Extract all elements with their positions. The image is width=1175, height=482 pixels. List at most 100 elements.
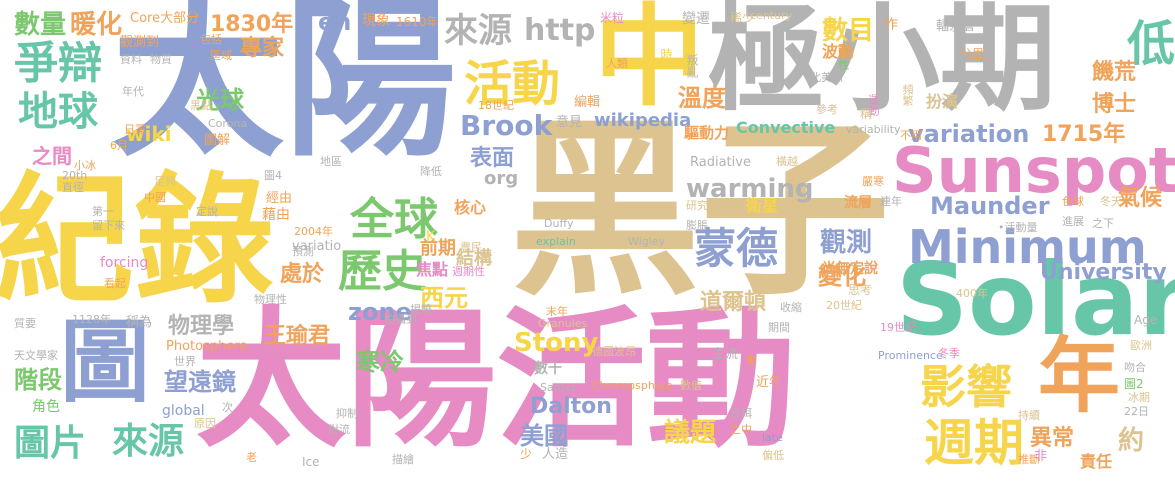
word-cloud-term: Radiative [690, 155, 751, 170]
word-cloud-term: 20世紀 [826, 299, 862, 312]
word-cloud-term: 美國 [520, 422, 568, 450]
word-cloud-term: 圖 [60, 310, 150, 415]
word-cloud-term: 扮演 [926, 92, 959, 111]
word-cloud-term: 定說 [196, 205, 218, 218]
word-cloud-term: 來源 [112, 421, 185, 462]
word-cloud-term: 近年 [756, 375, 783, 390]
word-cloud-term: 議題 [664, 418, 717, 448]
word-cloud-term: 叛亂 [685, 54, 699, 78]
word-cloud-term: Duffy [544, 217, 574, 230]
word-cloud-term: 異常 [1030, 426, 1075, 451]
word-cloud-term: 明朝 [720, 201, 742, 214]
word-cloud-term: 物理學 [168, 314, 235, 339]
word-cloud-term: 吻合 [1124, 361, 1146, 374]
word-cloud-term: 公里 [960, 47, 985, 61]
word-cloud-term: 人造 [542, 447, 569, 462]
word-cloud-term: 望遠鏡 [164, 368, 236, 396]
word-cloud-term: 太陽 [112, 0, 456, 180]
word-cloud-term: 藉由 [262, 207, 290, 223]
word-cloud-term: 博士 [1092, 92, 1137, 117]
word-cloud-term: 現象 [362, 13, 390, 29]
word-cloud-term: 包括 [200, 33, 222, 46]
word-cloud-term: 揭曉 [410, 303, 432, 316]
word-cloud-term: 數量 [14, 10, 67, 40]
word-cloud-term: K [426, 229, 436, 245]
word-cloud-term: 之下 [1092, 217, 1114, 230]
word-cloud-term: 留下來 [92, 219, 125, 232]
word-cloud-term: 黑子 [510, 100, 891, 321]
word-cloud-term: 氣候 [1118, 186, 1163, 211]
word-cloud-term: 人類 [606, 57, 628, 70]
word-cloud-term: 400年 [956, 287, 988, 300]
word-cloud-term: 稱 [860, 107, 873, 121]
word-cloud-term: 2004年 [294, 225, 333, 238]
word-cloud-term: 經由 [266, 191, 293, 206]
word-cloud-term: en [318, 8, 352, 36]
word-cloud-term: 少 [520, 447, 533, 461]
word-cloud-term: Minimum [908, 220, 1147, 274]
word-cloud-term: 關聯 [654, 311, 676, 324]
word-cloud-term: 驅動力 [684, 124, 730, 142]
word-cloud-term: Convective [736, 118, 836, 137]
word-cloud-term: 偏低 [762, 449, 784, 462]
word-cloud-term: 紀錄 [0, 160, 275, 323]
word-cloud-term: 專家 [240, 36, 285, 61]
word-cloud-term: 地區 [320, 155, 342, 168]
word-cloud-term: 磁性 [837, 48, 850, 70]
word-cloud-term: century [750, 9, 793, 22]
word-cloud-term: 次 [222, 401, 233, 414]
word-cloud-term: 主流 [712, 347, 739, 362]
word-cloud-term: 米粒 [600, 11, 625, 25]
word-cloud-term: 流層 [844, 195, 872, 211]
word-cloud-term: forcing [100, 255, 149, 271]
word-cloud-term: 18世紀 [478, 99, 514, 112]
word-cloud-term: 時 [659, 48, 673, 60]
word-cloud-term: 中 [594, 0, 704, 121]
word-cloud-term: 1610年 [396, 15, 439, 29]
word-cloud-term: 中國 [144, 191, 166, 204]
word-cloud-term: Maunder [930, 192, 1050, 220]
word-cloud-term: global [162, 403, 205, 419]
word-cloud-term: 溫度 [678, 84, 726, 112]
word-cloud-term: Prominence [878, 349, 943, 362]
word-cloud-term: 小冰 [74, 159, 96, 172]
word-cloud-term: 物理性 [254, 293, 287, 306]
word-cloud-term: 日冕 [124, 123, 146, 136]
word-cloud-term: 意見 [556, 115, 583, 130]
word-cloud-term: 編輯 [574, 95, 601, 110]
word-cloud-term: variability [846, 123, 901, 136]
word-cloud-term: 圖2 [1124, 377, 1144, 391]
word-cloud-term: 冬天 [1100, 195, 1122, 208]
word-cloud-term: variatio [292, 239, 342, 254]
word-cloud-term: Stony [514, 328, 599, 358]
word-cloud-term: 觀測到 [120, 35, 160, 50]
word-cloud-term: 色球 [1062, 195, 1084, 208]
word-cloud-term: 年代 [122, 85, 144, 98]
word-cloud-term: Photosphere [166, 339, 248, 354]
word-cloud-term: 抑制 [336, 407, 358, 420]
word-cloud-term: 階段 [14, 366, 62, 394]
word-cloud-term: 全球 [350, 194, 438, 245]
word-cloud-term: 德國波昂 [592, 345, 636, 358]
word-cloud-term: 非 [1034, 449, 1048, 464]
word-cloud-term: 冰期 [1128, 391, 1150, 404]
word-cloud-term: 區域 [210, 49, 232, 62]
word-cloud-term: 直徑 [62, 181, 84, 194]
word-cloud-term: Dalton [530, 394, 612, 419]
word-cloud-term: 第一 [92, 205, 114, 218]
word-cloud-term: 數值 [680, 379, 702, 392]
word-cloud-term: 饑荒 [1092, 60, 1137, 85]
word-cloud-term: 結構 [456, 248, 492, 269]
word-cloud-term: 質要 [14, 317, 36, 330]
word-cloud-term: http [524, 13, 596, 48]
word-cloud-term: 資料 [120, 53, 142, 66]
word-cloud-term: 拍攝到 [384, 313, 417, 326]
word-cloud-term: Age [1134, 313, 1158, 327]
word-cloud-term: 極小期 [708, 0, 1056, 127]
word-cloud-term: 思考 [848, 283, 873, 297]
word-cloud-term: 22日 [1124, 405, 1149, 418]
word-cloud-term: 6月 [110, 139, 128, 152]
word-cloud-term: 黑點 [190, 99, 212, 112]
word-cloud-term: 西元 [420, 284, 468, 312]
